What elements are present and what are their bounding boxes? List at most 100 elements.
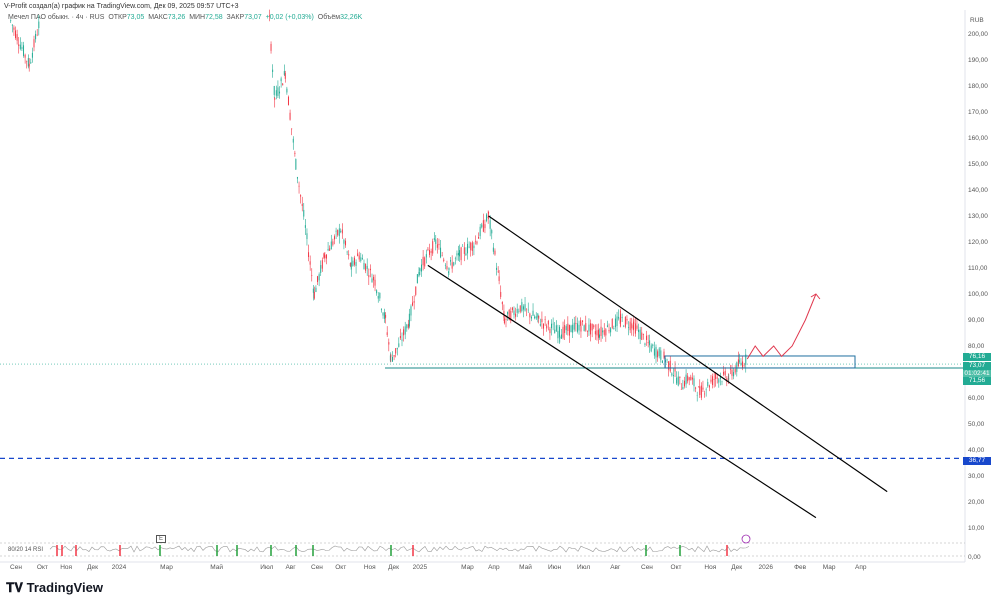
- candle-body: [13, 27, 15, 30]
- candle-body: [745, 354, 747, 365]
- candle-body: [456, 253, 458, 256]
- x-tick-label: Сен: [10, 564, 22, 571]
- candle-body: [312, 288, 314, 293]
- tradingview-logo[interactable]: 𝐓𝐕 TradingView: [6, 580, 103, 596]
- candle-body: [280, 78, 282, 82]
- candle-body: [598, 329, 600, 338]
- candle-body: [696, 395, 698, 396]
- candle-body: [407, 323, 409, 328]
- candle-body: [549, 328, 551, 334]
- candle-body: [492, 247, 494, 252]
- candle-body: [333, 236, 335, 240]
- candle-body: [396, 347, 398, 350]
- candle-body: [484, 224, 486, 229]
- x-tick-label: Ноя: [364, 564, 376, 571]
- candle-body: [24, 54, 26, 58]
- candle-body: [303, 209, 305, 217]
- candle-body: [292, 138, 294, 143]
- candle-body: [705, 389, 707, 390]
- candle-body: [408, 313, 410, 327]
- candle-body: [371, 278, 373, 283]
- candle-body: [518, 311, 520, 312]
- candle-body: [503, 318, 505, 324]
- candle-body: [295, 159, 297, 170]
- box-bottom-price-label: 71,56: [963, 377, 991, 385]
- x-tick-label: 2025: [413, 564, 428, 571]
- candle-body: [695, 387, 697, 389]
- candle-body: [687, 375, 689, 382]
- candle-body: [582, 320, 584, 322]
- candle-body: [669, 360, 671, 372]
- candle-body: [616, 316, 618, 327]
- candle-body: [311, 275, 313, 276]
- candle-body: [476, 241, 478, 244]
- candle-body: [552, 323, 554, 325]
- candle-body: [366, 265, 368, 270]
- candle-body: [680, 389, 682, 390]
- candle-body: [327, 249, 329, 251]
- candle-body: [315, 287, 317, 292]
- candle-body: [361, 258, 363, 260]
- low-value: 72,58: [205, 14, 223, 21]
- y-tick-label: 30,00: [968, 473, 985, 480]
- candle-body: [683, 380, 685, 387]
- brand-name: TradingView: [26, 580, 103, 595]
- candle-body: [349, 263, 351, 266]
- x-tick-label: Дек: [731, 564, 742, 571]
- candle-body: [376, 290, 378, 294]
- candle-body: [605, 329, 607, 336]
- target-price-label: 36,77: [963, 457, 991, 465]
- candle-body: [724, 370, 726, 376]
- candle-body: [286, 88, 288, 93]
- x-tick-label: Окт: [671, 564, 682, 571]
- candle-body: [541, 318, 543, 323]
- projection-arrow: [746, 293, 817, 360]
- y-tick-label: 80,00: [968, 343, 985, 350]
- candle-body: [743, 365, 745, 366]
- high-value: 73,26: [167, 14, 186, 21]
- candle-body: [430, 251, 432, 253]
- x-tick-label: Сен: [311, 564, 323, 571]
- symbol-name[interactable]: Мечел ПАО обыкн. · 4ч · RUS: [8, 14, 105, 21]
- candle-body: [546, 325, 548, 329]
- earnings-badge[interactable]: E: [156, 535, 167, 543]
- candle-body: [36, 34, 38, 36]
- candle-body: [345, 240, 347, 246]
- candle-body: [580, 326, 582, 332]
- candle-body: [33, 39, 35, 48]
- candle-body: [661, 360, 663, 363]
- candle-body: [685, 374, 687, 385]
- candle-body: [324, 255, 326, 259]
- candle-body: [389, 355, 391, 361]
- candle-body: [386, 332, 388, 336]
- candle-body: [274, 97, 276, 100]
- candle-body: [275, 90, 277, 96]
- candle-body: [570, 325, 572, 333]
- y-tick-label: 50,00: [968, 421, 985, 428]
- range-box: [664, 355, 856, 369]
- candle-body: [350, 262, 352, 270]
- candle-body: [610, 328, 612, 333]
- candle-body: [700, 385, 702, 398]
- candle-body: [740, 362, 742, 365]
- countdown-label: 01:02:41: [963, 370, 991, 378]
- y-tick-label: 180,00: [968, 83, 988, 90]
- candle-body: [489, 220, 491, 229]
- candle-body: [718, 379, 720, 383]
- candle-body: [18, 44, 20, 46]
- candle-body: [346, 251, 348, 253]
- candle-body: [668, 361, 670, 370]
- y-tick-label: 90,00: [968, 317, 985, 324]
- y-tick-label: 110,00: [968, 265, 988, 272]
- candle-body: [642, 333, 644, 335]
- candle-body: [690, 376, 692, 381]
- symbol-legend: Мечел ПАО обыкн. · 4ч · RUS ОТКР73,05 МА…: [8, 14, 362, 21]
- candle-body: [693, 378, 695, 387]
- candle-body: [481, 224, 483, 228]
- candle-body: [287, 96, 289, 106]
- candle-body: [433, 238, 435, 241]
- open-label: ОТКР: [108, 14, 127, 21]
- candle-body: [708, 385, 710, 388]
- candle-body: [559, 336, 561, 339]
